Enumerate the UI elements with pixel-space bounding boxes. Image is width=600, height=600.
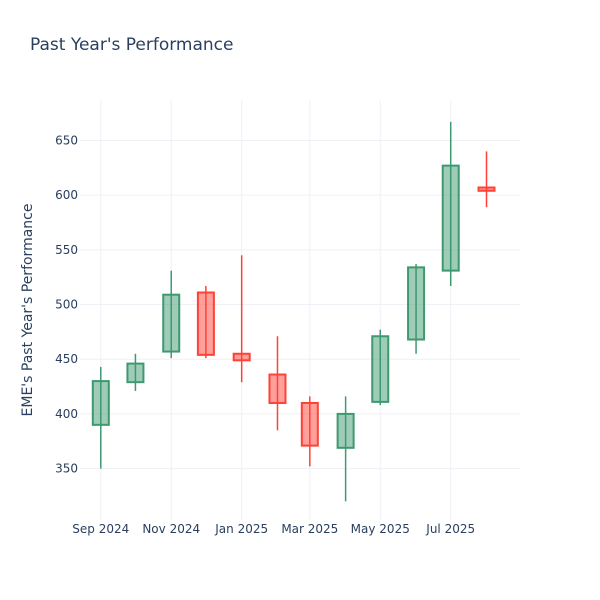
candle-body — [268, 373, 287, 404]
candle-body — [336, 412, 355, 449]
y-tick-label: 350 — [55, 462, 78, 476]
x-tick-label: Nov 2024 — [142, 522, 200, 536]
chart-title: Past Year's Performance — [30, 35, 234, 55]
y-tick-label: 450 — [55, 352, 78, 366]
candles — [91, 121, 496, 502]
candle-body — [126, 362, 145, 384]
candle-body — [91, 380, 110, 426]
candle — [300, 396, 319, 467]
candle-body — [162, 293, 181, 353]
candle — [371, 329, 390, 406]
candle — [441, 121, 460, 286]
y-tick-label: 600 — [55, 188, 78, 202]
y-axis-label: EME's Past Year's Performance — [20, 204, 36, 417]
x-tick-label: Jul 2025 — [425, 522, 475, 536]
candle — [232, 255, 251, 383]
y-tick-label: 650 — [55, 133, 78, 147]
x-tick-label: Jan 2025 — [214, 522, 268, 536]
candle-body — [371, 335, 390, 403]
axis-ticks: 350 400 450 500 550 600 650 Sep 2024 Nov 2024 Jan… — [55, 133, 475, 536]
candle-body — [441, 164, 460, 272]
y-tick-label: 400 — [55, 407, 78, 421]
candle-body — [196, 291, 215, 356]
y-tick-label: 500 — [55, 298, 78, 312]
candle — [268, 336, 287, 431]
candle-body — [300, 401, 319, 447]
grid — [80, 100, 520, 520]
x-tick-label: May 2025 — [351, 522, 410, 536]
candle-body — [477, 186, 496, 192]
x-tick-label: Mar 2025 — [281, 522, 338, 536]
candle — [336, 396, 355, 502]
candle — [407, 264, 426, 354]
candle — [196, 285, 215, 359]
candle — [162, 270, 181, 359]
candle — [91, 366, 110, 469]
candle-body — [232, 352, 251, 362]
candle — [477, 151, 496, 208]
candle-body — [407, 266, 426, 341]
y-tick-label: 550 — [55, 243, 78, 257]
candle — [126, 353, 145, 391]
x-tick-label: Sep 2024 — [72, 522, 129, 536]
